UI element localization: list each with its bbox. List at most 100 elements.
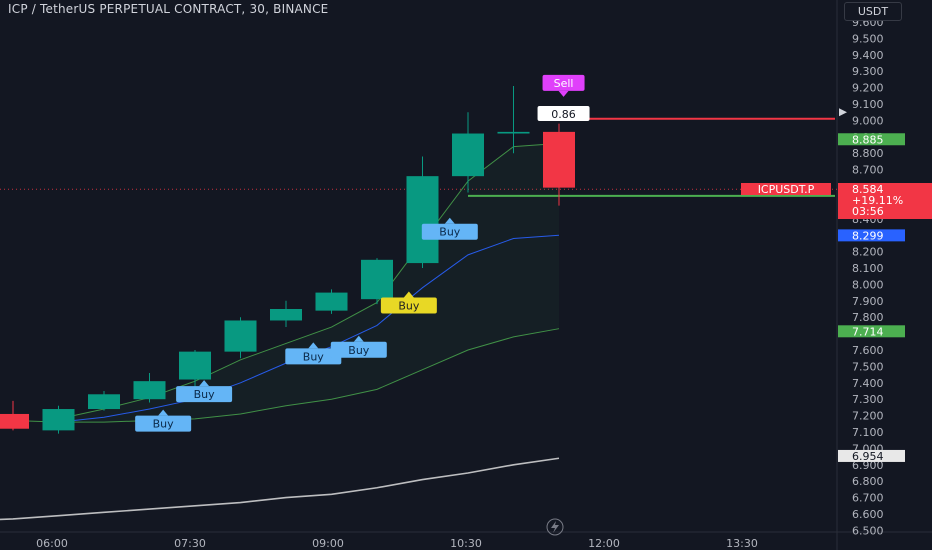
buy-label-box — [421, 223, 478, 240]
buy-label-arrow — [158, 409, 169, 416]
buy-label-arrow — [444, 217, 455, 224]
candle-body — [179, 351, 211, 380]
y-tick-label: 7.200 — [852, 410, 884, 423]
bolt-circle — [546, 518, 564, 536]
price-tag: 8.299 — [838, 229, 905, 242]
x-tick-label: 09:00 — [312, 537, 344, 550]
symbol-tag-text: ICPUSDT.P — [758, 183, 815, 196]
buy-label-box — [285, 348, 342, 365]
buy-label-box — [176, 386, 233, 403]
y-tick-label: 7.600 — [852, 344, 884, 357]
buy-label-arrow — [199, 380, 210, 387]
candle — [133, 372, 166, 403]
bolt-glyph — [551, 521, 559, 533]
y-tick-label: 8.100 — [852, 262, 884, 275]
candle-body — [361, 259, 393, 300]
signal-buy: Buy — [421, 217, 478, 240]
signal-buy: Buy — [176, 380, 233, 403]
current-price-bg — [838, 183, 932, 219]
candle — [88, 391, 120, 411]
x-tick-label: 10:30 — [450, 537, 482, 550]
price-tag-text: 7.714 — [852, 325, 884, 338]
signal-buy-yellow: Buy — [380, 291, 437, 314]
y-tick-label: 8.000 — [852, 278, 884, 291]
candle-body — [133, 381, 166, 400]
y-tick-label: 8.700 — [852, 164, 884, 177]
scroll-right-arrow — [839, 108, 847, 117]
signal-buy: Buy — [285, 342, 342, 365]
y-tick-label: 7.400 — [852, 377, 884, 390]
y-tick-label: 6.800 — [852, 475, 884, 488]
y-tick-label: 6.900 — [852, 459, 884, 472]
price-tag: 6.954 — [838, 449, 905, 463]
buy-label-arrow — [353, 335, 364, 342]
candle-body — [0, 413, 29, 429]
buy-label-text: Buy — [303, 350, 325, 363]
y-tick-label: 9.100 — [852, 98, 884, 111]
x-tick-label: 07:30 — [174, 537, 206, 550]
x-tick-label: 12:00 — [588, 537, 620, 550]
candle-body — [406, 176, 439, 264]
currency-selector[interactable]: USDT — [844, 2, 902, 21]
bolt-icon — [546, 518, 564, 536]
candle — [543, 123, 575, 206]
symbol-title: ICP / TetherUS PERPETUAL CONTRACT, 30, B… — [8, 2, 329, 16]
candle — [361, 258, 393, 305]
y-tick-label: 7.300 — [852, 393, 884, 406]
buy-label-arrow — [308, 342, 319, 349]
candle — [497, 85, 530, 154]
y-tick-label: 9.300 — [852, 65, 884, 78]
buy-label-text: Buy — [348, 344, 370, 357]
y-tick-label: 9.200 — [852, 82, 884, 95]
candle-body — [270, 309, 302, 321]
value-box-text: 0.86 — [551, 108, 576, 121]
sell-label-text: Sell — [554, 77, 574, 90]
current-price-tag: ICPUSDT.P 8.584+19.11%03:56 — [741, 183, 932, 219]
y-tick-label: 7.800 — [852, 311, 884, 324]
x-tick-label: 13:30 — [726, 537, 758, 550]
price-tag-bg — [838, 449, 905, 462]
symbol-tag-bg — [741, 183, 831, 195]
buy-label-text: Buy — [398, 300, 420, 313]
y-tick-label: 7.500 — [852, 360, 884, 373]
y-tick-label: 9.400 — [852, 49, 884, 62]
price-tag-text: 8.299 — [852, 229, 884, 242]
candle — [270, 300, 302, 328]
y-tick-label: 7.100 — [852, 426, 884, 439]
candle-body — [224, 320, 257, 352]
band-fill — [58, 143, 559, 423]
sell-label-box — [542, 74, 585, 91]
y-tick-label: 6.700 — [852, 492, 884, 505]
price-tag: 7.714 — [838, 325, 905, 338]
buy-label-box — [380, 297, 437, 314]
price-tag-bg — [838, 133, 905, 146]
price-tag-text: 6.954 — [852, 450, 884, 463]
series-line-1 — [12, 328, 560, 423]
candle-body — [543, 131, 575, 188]
value-box: 0.86 — [537, 106, 590, 121]
signal-sell: Sell — [542, 74, 585, 97]
candle — [452, 112, 484, 193]
price-tag-bg — [838, 229, 905, 242]
series-line-3 — [0, 457, 560, 521]
signal-buy: Buy — [330, 335, 387, 358]
y-tick-label: 6.500 — [852, 524, 884, 537]
price-tag: 8.885 — [838, 133, 905, 146]
candle — [406, 156, 439, 268]
buy-label-box — [135, 415, 192, 432]
candle — [42, 405, 75, 434]
y-tick-label: 8.200 — [852, 246, 884, 259]
current-price-change: +19.11% — [852, 194, 903, 207]
buy-label-arrow — [403, 291, 414, 298]
current-price-value: 8.584 — [852, 183, 884, 196]
candle-body — [88, 394, 120, 410]
price-tag-text: 8.885 — [852, 133, 884, 146]
candle-body — [452, 133, 484, 177]
y-tick-label: 7.900 — [852, 295, 884, 308]
buy-label-text: Buy — [153, 418, 175, 431]
buy-label-box — [330, 341, 387, 358]
y-tick-label: 6.600 — [852, 508, 884, 521]
candle-body — [315, 292, 348, 311]
